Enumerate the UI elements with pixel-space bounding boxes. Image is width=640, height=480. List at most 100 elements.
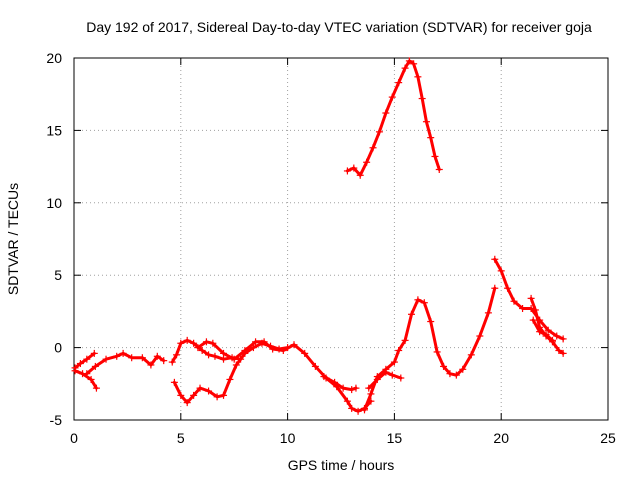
data-point (433, 348, 441, 356)
data-point (230, 355, 238, 363)
data-point (431, 152, 439, 160)
data-point (420, 299, 428, 307)
data-point (87, 375, 95, 383)
data-point (401, 336, 409, 344)
data-point (160, 357, 168, 365)
x-tick-label: 0 (70, 430, 78, 446)
data-point (414, 296, 422, 304)
series-line (493, 257, 565, 341)
data-point (527, 294, 535, 302)
y-tick-label: 0 (54, 340, 62, 356)
x-tick-labels: 0 5 10 15 20 25 (70, 430, 616, 446)
data-point (350, 164, 358, 172)
data-point (459, 365, 467, 373)
data-point (388, 371, 396, 379)
x-tick-label: 10 (280, 430, 296, 446)
y-tick-label: 5 (54, 267, 62, 283)
data-point (559, 335, 567, 343)
data-point (343, 167, 351, 175)
data-point (427, 134, 435, 142)
series-arc-3 (83, 349, 168, 378)
data-point (348, 404, 356, 412)
x-tick-label: 15 (387, 430, 403, 446)
y-tick-label: 20 (46, 50, 62, 66)
data-point (388, 93, 396, 101)
data-point (422, 118, 430, 126)
series-line (363, 286, 497, 412)
y-axis-label: SDTVAR / TECUs (5, 183, 21, 295)
chart-title: Day 192 of 2017, Sidereal Day-to-day VTE… (86, 19, 592, 35)
x-tick-label: 5 (177, 430, 185, 446)
data-point (435, 165, 443, 173)
data-point (354, 407, 362, 415)
data-point (548, 336, 556, 344)
data-point (279, 346, 287, 354)
data-point (476, 332, 484, 340)
data-point (367, 390, 375, 398)
data-point (427, 318, 435, 326)
data-point (183, 336, 191, 344)
series-arc-10 (343, 57, 443, 179)
series-line (196, 340, 373, 413)
data-point (113, 352, 121, 360)
series-line (531, 318, 554, 342)
data-point (395, 346, 403, 354)
grid-lines (74, 58, 608, 420)
series-arc-13 (529, 316, 556, 344)
data-point (504, 284, 512, 292)
data-point (147, 361, 155, 369)
data-point (559, 349, 567, 357)
series-arc-12 (527, 294, 567, 357)
data-point (418, 95, 426, 103)
data-point (220, 391, 228, 399)
data-point (382, 109, 390, 117)
data-point (153, 352, 161, 360)
data-point (196, 384, 204, 392)
series-group (71, 57, 567, 415)
data-point (331, 378, 339, 386)
data-point (220, 349, 228, 357)
data-point (397, 374, 405, 382)
y-tick-label: 15 (46, 122, 62, 138)
series-arc-8 (360, 284, 499, 414)
data-point (205, 387, 213, 395)
series-line (345, 59, 441, 177)
data-point (168, 358, 176, 366)
data-point (301, 349, 309, 357)
data-point (497, 267, 505, 275)
data-point (484, 309, 492, 317)
data-point (241, 346, 249, 354)
data-point (209, 339, 217, 347)
data-point (205, 351, 213, 359)
data-point (190, 391, 198, 399)
data-point (542, 331, 550, 339)
data-point (190, 339, 198, 347)
data-point (405, 57, 413, 65)
series-arc-9 (365, 368, 405, 392)
data-point (369, 144, 377, 152)
data-point (173, 351, 181, 359)
data-point (260, 338, 268, 346)
data-point (269, 345, 277, 353)
data-point (356, 171, 364, 179)
data-point (177, 391, 185, 399)
series-line (85, 351, 166, 376)
data-point (102, 355, 110, 363)
data-point (519, 305, 527, 313)
data-point (252, 338, 260, 346)
x-tick-label: 25 (600, 430, 616, 446)
data-point (128, 354, 136, 362)
x-tick-label: 20 (493, 430, 509, 446)
data-point (407, 310, 415, 318)
data-point (352, 384, 360, 392)
series-line (172, 341, 290, 405)
data-point (401, 64, 409, 72)
data-point (320, 373, 328, 381)
data-point (83, 355, 91, 363)
data-point (311, 362, 319, 370)
data-point (373, 375, 381, 383)
data-point (198, 346, 206, 354)
series-arc-6 (194, 338, 375, 415)
data-point (91, 362, 99, 370)
